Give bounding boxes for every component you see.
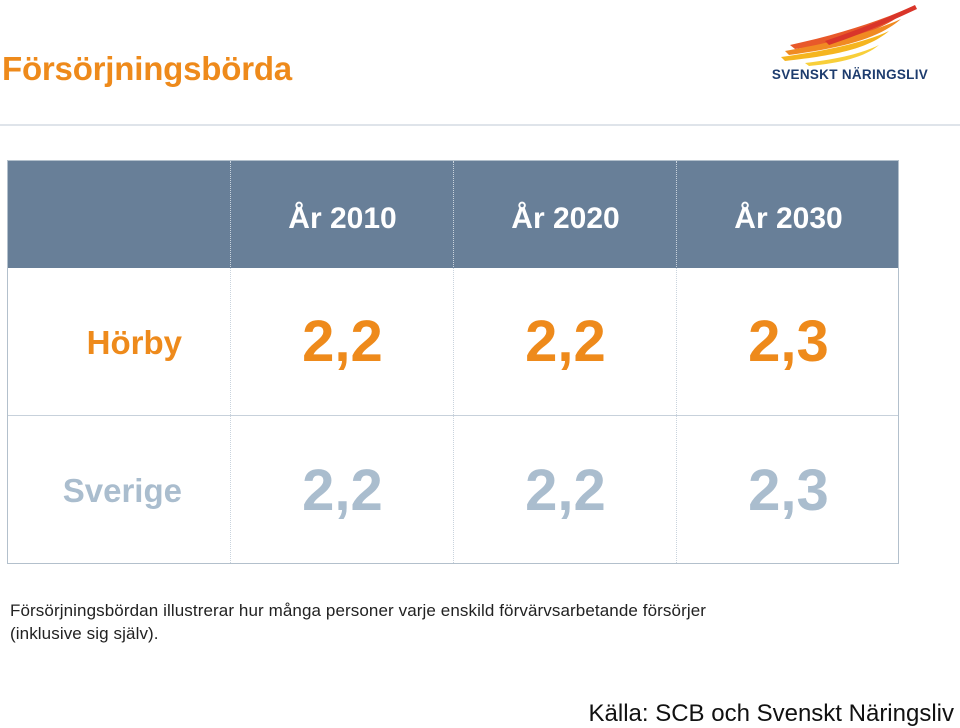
column-header-2030: År 2030 <box>734 202 843 235</box>
value-horby-2030: 2,3 <box>748 309 829 374</box>
row-label-horby: Hörby <box>86 324 182 361</box>
value-sverige-2010: 2,2 <box>302 458 383 523</box>
source-credit: Källa: SCB och Svenskt Näringsliv <box>588 700 954 727</box>
column-header-2020: År 2020 <box>511 202 620 235</box>
column-header-2010: År 2010 <box>288 202 397 235</box>
column-divider <box>676 161 677 563</box>
row-label-sverige: Sverige <box>62 472 182 509</box>
header-divider <box>0 124 960 126</box>
note-line: Försörjningsbördan illustrerar hur många… <box>10 601 707 620</box>
row-divider <box>8 415 898 416</box>
page-title: Försörjningsbörda <box>2 50 292 87</box>
column-divider <box>453 161 454 563</box>
svenskt-naringsliv-logo: SVENSKT NÄRINGSLIV <box>765 5 935 87</box>
dependency-ratio-table: År 2010 År 2020 År 2030 Hörby 2,2 2,2 2,… <box>7 160 899 564</box>
value-sverige-2030: 2,3 <box>748 458 829 523</box>
bird-wing-icon <box>781 5 917 66</box>
column-divider <box>230 161 231 563</box>
explanatory-note: Försörjningsbördan illustrerar hur många… <box>10 599 910 645</box>
note-line: (inklusive sig själv). <box>10 624 159 643</box>
value-sverige-2020: 2,2 <box>525 458 606 523</box>
value-horby-2020: 2,2 <box>525 309 606 374</box>
value-horby-2010: 2,2 <box>302 309 383 374</box>
logo-text: SVENSKT NÄRINGSLIV <box>771 67 929 82</box>
